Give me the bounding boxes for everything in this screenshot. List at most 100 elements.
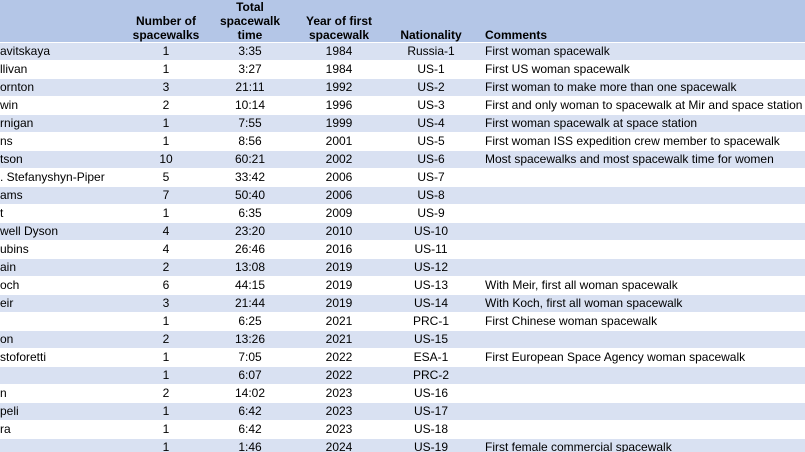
cell-time[interactable]: 26:46 [204, 240, 296, 259]
cell-spacewalks[interactable]: 7 [128, 186, 204, 205]
cell-time[interactable]: 6:07 [204, 366, 296, 385]
cell-spacewalks[interactable]: 4 [128, 222, 204, 241]
cell-name[interactable]: peli [0, 402, 128, 421]
cell-name[interactable]: ra [0, 420, 128, 439]
cell-comment[interactable]: First and only woman to spacewalk at Mir… [480, 96, 805, 115]
cell-year[interactable]: 1999 [296, 114, 382, 133]
cell-comment[interactable] [480, 258, 805, 277]
header-comments[interactable]: Comments [480, 0, 805, 43]
header-year[interactable]: Year of first spacewalk [296, 0, 382, 43]
cell-spacewalks[interactable]: 1 [128, 312, 204, 331]
cell-year[interactable]: 2010 [296, 222, 382, 241]
cell-comment[interactable] [480, 420, 805, 439]
cell-time[interactable]: 3:27 [204, 60, 296, 79]
cell-nationality[interactable]: US-11 [382, 240, 480, 259]
cell-year[interactable]: 2019 [296, 276, 382, 295]
cell-nationality[interactable]: US-12 [382, 258, 480, 277]
cell-spacewalks[interactable]: 1 [128, 42, 204, 61]
cell-time[interactable]: 3:35 [204, 42, 296, 61]
cell-time[interactable]: 6:35 [204, 204, 296, 223]
cell-nationality[interactable]: US-5 [382, 132, 480, 151]
cell-year[interactable]: 2016 [296, 240, 382, 259]
cell-time[interactable]: 8:56 [204, 132, 296, 151]
cell-comment[interactable] [480, 186, 805, 205]
cell-nationality[interactable]: US-7 [382, 168, 480, 187]
cell-spacewalks[interactable]: 1 [128, 438, 204, 452]
cell-nationality[interactable]: US-17 [382, 402, 480, 421]
cell-spacewalks[interactable]: 1 [128, 204, 204, 223]
cell-name[interactable]: ubins [0, 240, 128, 259]
cell-comment[interactable] [480, 402, 805, 421]
cell-time[interactable]: 50:40 [204, 186, 296, 205]
cell-time[interactable]: 14:02 [204, 384, 296, 403]
cell-comment[interactable]: First woman spacewalk [480, 42, 805, 61]
cell-comment[interactable] [480, 204, 805, 223]
cell-year[interactable]: 2021 [296, 312, 382, 331]
cell-nationality[interactable]: US-19 [382, 438, 480, 452]
cell-spacewalks[interactable]: 1 [128, 348, 204, 367]
cell-nationality[interactable]: US-13 [382, 276, 480, 295]
cell-year[interactable]: 2022 [296, 366, 382, 385]
cell-comment[interactable] [480, 222, 805, 241]
cell-spacewalks[interactable]: 1 [128, 420, 204, 439]
cell-year[interactable]: 2019 [296, 294, 382, 313]
cell-year[interactable]: 2006 [296, 186, 382, 205]
cell-year[interactable]: 2002 [296, 150, 382, 169]
cell-spacewalks[interactable]: 2 [128, 330, 204, 349]
cell-comment[interactable] [480, 168, 805, 187]
cell-nationality[interactable]: US-3 [382, 96, 480, 115]
cell-spacewalks[interactable]: 4 [128, 240, 204, 259]
cell-comment[interactable] [480, 384, 805, 403]
cell-comment[interactable]: Most spacewalks and most spacewalk time … [480, 150, 805, 169]
cell-name[interactable]: t [0, 204, 128, 223]
cell-time[interactable]: 21:11 [204, 78, 296, 97]
cell-name[interactable]: ain [0, 258, 128, 277]
cell-nationality[interactable]: US-2 [382, 78, 480, 97]
cell-time[interactable]: 7:55 [204, 114, 296, 133]
cell-time[interactable]: 60:21 [204, 150, 296, 169]
cell-comment[interactable]: First woman ISS expedition crew member t… [480, 132, 805, 151]
cell-year[interactable]: 2023 [296, 402, 382, 421]
cell-time[interactable]: 7:05 [204, 348, 296, 367]
header-name[interactable] [0, 0, 128, 43]
cell-comment[interactable]: First woman spacewalk at space station [480, 114, 805, 133]
cell-comment[interactable]: First woman to make more than one spacew… [480, 78, 805, 97]
cell-spacewalks[interactable]: 1 [128, 402, 204, 421]
cell-nationality[interactable]: US-10 [382, 222, 480, 241]
cell-nationality[interactable]: US-8 [382, 186, 480, 205]
cell-nationality[interactable]: US-6 [382, 150, 480, 169]
cell-comment[interactable]: First Chinese woman spacewalk [480, 312, 805, 331]
cell-nationality[interactable]: PRC-2 [382, 366, 480, 385]
cell-comment[interactable] [480, 330, 805, 349]
cell-nationality[interactable]: US-18 [382, 420, 480, 439]
cell-spacewalks[interactable]: 1 [128, 60, 204, 79]
cell-spacewalks[interactable]: 2 [128, 258, 204, 277]
cell-spacewalks[interactable]: 2 [128, 384, 204, 403]
cell-name[interactable]: win [0, 96, 128, 115]
cell-time[interactable]: 6:25 [204, 312, 296, 331]
cell-year[interactable]: 1992 [296, 78, 382, 97]
cell-year[interactable]: 2023 [296, 384, 382, 403]
cell-time[interactable]: 23:20 [204, 222, 296, 241]
cell-nationality[interactable]: US-14 [382, 294, 480, 313]
cell-time[interactable]: 6:42 [204, 402, 296, 421]
cell-name[interactable]: . Stefanyshyn-Piper [0, 168, 128, 187]
cell-spacewalks[interactable]: 1 [128, 366, 204, 385]
cell-nationality[interactable]: Russia-1 [382, 42, 480, 61]
cell-time[interactable]: 6:42 [204, 420, 296, 439]
cell-comment[interactable]: First European Space Agency woman spacew… [480, 348, 805, 367]
cell-name[interactable] [0, 366, 128, 385]
cell-name[interactable]: llivan [0, 60, 128, 79]
header-time[interactable]: Total spacewalk time [204, 0, 296, 43]
cell-year[interactable]: 2022 [296, 348, 382, 367]
cell-name[interactable]: ornton [0, 78, 128, 97]
cell-spacewalks[interactable]: 2 [128, 96, 204, 115]
cell-name[interactable] [0, 438, 128, 452]
cell-name[interactable]: och [0, 276, 128, 295]
cell-name[interactable]: n [0, 384, 128, 403]
cell-spacewalks[interactable]: 5 [128, 168, 204, 187]
cell-spacewalks[interactable]: 10 [128, 150, 204, 169]
cell-time[interactable]: 13:08 [204, 258, 296, 277]
cell-comment[interactable] [480, 366, 805, 385]
cell-comment[interactable]: With Meir, first all woman spacewalk [480, 276, 805, 295]
